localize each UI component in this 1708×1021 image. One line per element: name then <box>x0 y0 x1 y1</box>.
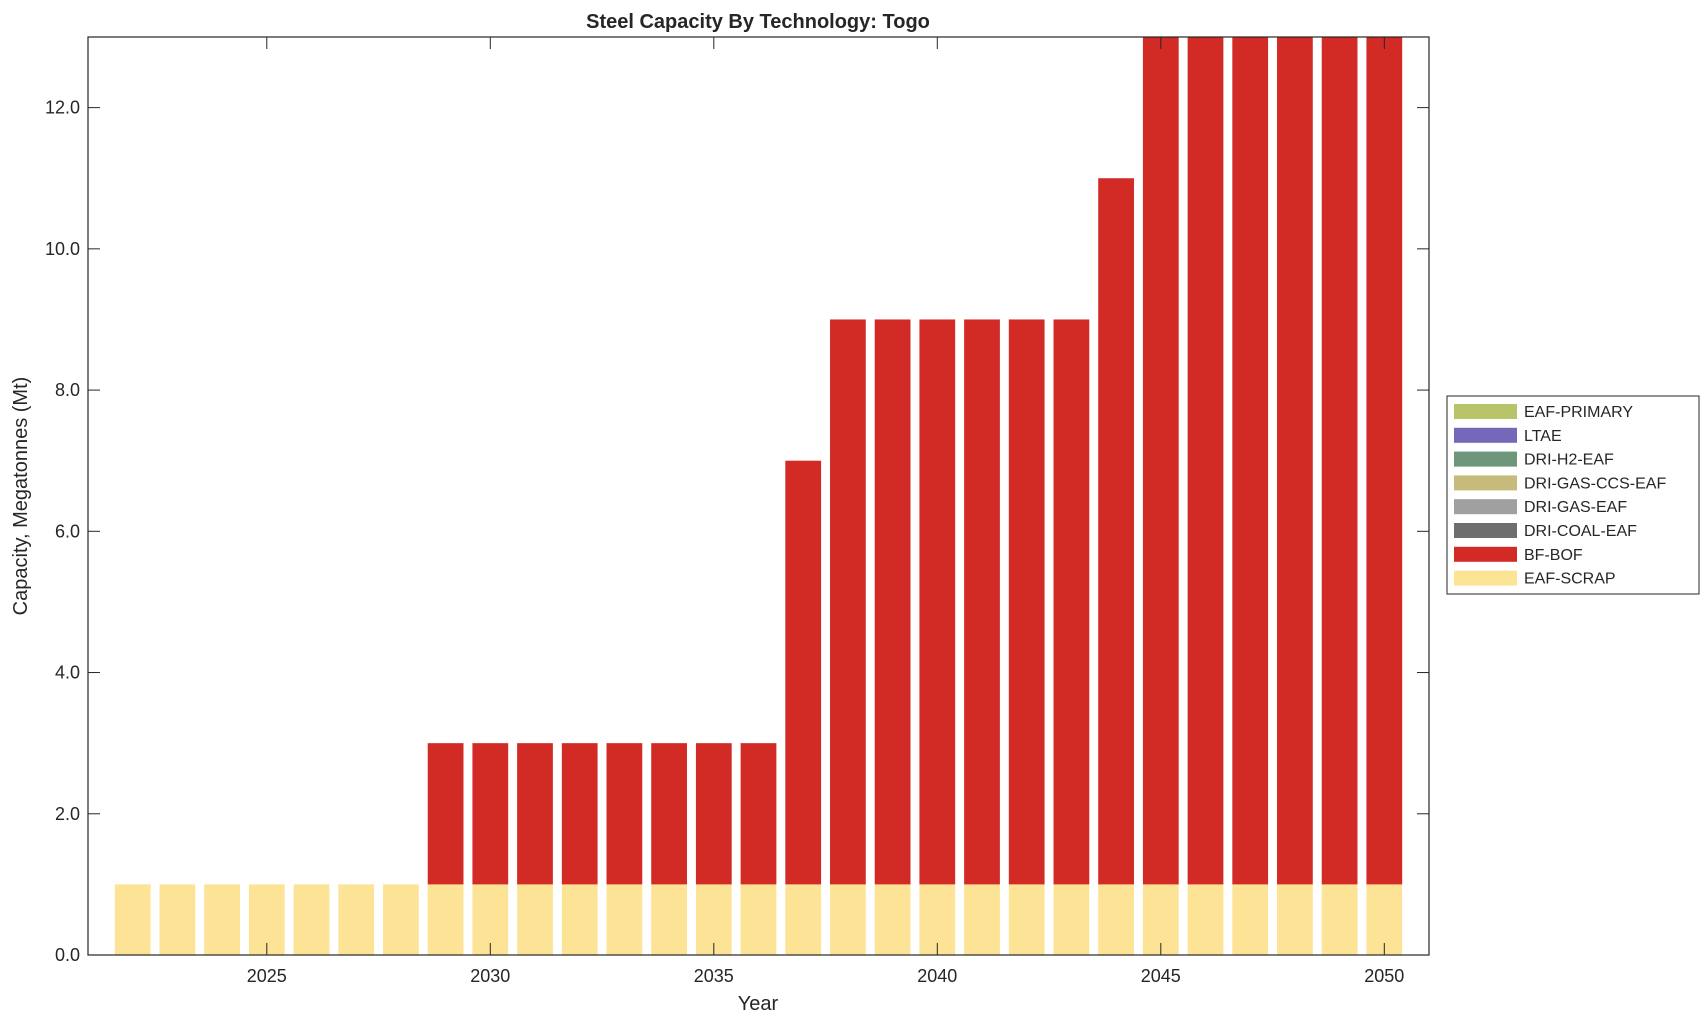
legend-label-dri-gas-ccs-eaf: DRI-GAS-CCS-EAF <box>1524 475 1666 492</box>
bar-bf-bof-2048 <box>1277 37 1313 885</box>
x-tick-label: 2045 <box>1141 966 1181 986</box>
y-tick-label: 12.0 <box>45 98 80 118</box>
bar-eaf-scrap-2029 <box>427 884 464 955</box>
legend-swatch-dri-gas-eaf <box>1454 499 1517 515</box>
bar-bf-bof-2042 <box>1008 319 1045 885</box>
bar-eaf-scrap-2039 <box>874 884 911 955</box>
y-tick-label: 8.0 <box>55 380 80 400</box>
x-tick-label: 2030 <box>470 966 510 986</box>
y-tick-label: 10.0 <box>45 239 80 259</box>
legend-label-eaf-primary: EAF-PRIMARY <box>1524 404 1633 421</box>
bar-bf-bof-2030 <box>472 743 509 885</box>
y-tick-label: 0.0 <box>55 945 80 965</box>
bar-bf-bof-2029 <box>427 743 464 885</box>
bar-bf-bof-2034 <box>651 743 687 885</box>
y-axis-label: Capacity, Megatonnes (Mt) <box>10 377 32 616</box>
bar-eaf-scrap-2049 <box>1321 884 1358 955</box>
legend-label-bf-bof: BF-BOF <box>1524 547 1583 564</box>
bar-bf-bof-2037 <box>785 460 822 885</box>
legend-label-dri-gas-eaf: DRI-GAS-EAF <box>1524 499 1627 516</box>
legend-swatch-eaf-scrap <box>1454 570 1517 586</box>
y-tick-label: 2.0 <box>55 804 80 824</box>
bars-group <box>114 37 1403 955</box>
bar-eaf-scrap-2046 <box>1187 884 1224 955</box>
bar-eaf-scrap-2033 <box>606 884 643 955</box>
legend-swatch-bf-bof <box>1454 546 1517 562</box>
bar-bf-bof-2046 <box>1187 37 1224 885</box>
bar-bf-bof-2032 <box>561 743 598 885</box>
bar-eaf-scrap-2043 <box>1053 884 1090 955</box>
bar-eaf-scrap-2024 <box>204 884 240 955</box>
bar-eaf-scrap-2026 <box>293 884 330 955</box>
legend: EAF-PRIMARY LTAE DRI-H2-EAF DRI-GAS-CCS-EAF… <box>1446 395 1700 595</box>
legend-swatch-eaf-primary <box>1454 404 1517 419</box>
bar-eaf-scrap-2034 <box>651 884 687 955</box>
bar-bf-bof-2039 <box>874 319 911 885</box>
legend-label-eaf-scrap: EAF-SCRAP <box>1524 571 1616 588</box>
bar-bf-bof-2036 <box>740 743 777 885</box>
x-tick-label: 2050 <box>1364 966 1404 986</box>
bar-eaf-scrap-2031 <box>517 884 553 955</box>
legend-label-dri-coal-eaf: DRI-COAL-EAF <box>1524 523 1637 540</box>
bar-bf-bof-2041 <box>964 319 1000 885</box>
bar-eaf-scrap-2048 <box>1277 884 1313 955</box>
bar-eaf-scrap-2022 <box>114 884 151 955</box>
bar-eaf-scrap-2041 <box>964 884 1000 955</box>
y-tick-label: 4.0 <box>55 663 80 683</box>
bar-bf-bof-2040 <box>919 319 956 885</box>
bar-eaf-scrap-2036 <box>740 884 777 955</box>
legend-label-ltae: LTAE <box>1524 428 1562 445</box>
bar-eaf-scrap-2027 <box>338 884 375 955</box>
legend-box <box>1446 395 1700 595</box>
legend-swatch-dri-coal-eaf <box>1454 523 1517 538</box>
ticks-group: 2025 2030 2035 2040 2045 2050 0.0 2.0 4.0 6.0 8.0 1… <box>45 37 1429 986</box>
bar-eaf-scrap-2032 <box>561 884 598 955</box>
bar-bf-bof-2045 <box>1142 37 1179 885</box>
legend-label-dri-h2-eaf: DRI-H2-EAF <box>1524 452 1614 469</box>
bar-eaf-scrap-2042 <box>1008 884 1045 955</box>
bar-bf-bof-2033 <box>606 743 643 885</box>
axes-box <box>87 36 1430 956</box>
bar-bf-bof-2031 <box>517 743 553 885</box>
bar-bf-bof-2049 <box>1321 37 1358 885</box>
x-axis-label: Year <box>738 993 779 1015</box>
bar-bf-bof-2035 <box>695 743 732 885</box>
bar-eaf-scrap-2044 <box>1098 884 1134 955</box>
bar-eaf-scrap-2038 <box>830 884 866 955</box>
bar-bf-bof-2038 <box>830 319 866 885</box>
bar-bf-bof-2043 <box>1053 319 1090 885</box>
legend-swatch-dri-gas-ccs-eaf <box>1454 475 1517 491</box>
y-tick-label: 6.0 <box>55 521 80 541</box>
bar-bf-bof-2050 <box>1366 37 1403 885</box>
bar-bf-bof-2044 <box>1098 178 1134 885</box>
chart-title: Steel Capacity By Technology: Togo <box>586 11 930 33</box>
bar-eaf-scrap-2037 <box>785 884 822 955</box>
bar-bf-bof-2047 <box>1232 37 1269 885</box>
x-tick-label: 2035 <box>694 966 734 986</box>
x-tick-label: 2040 <box>917 966 957 986</box>
legend-swatch-dri-h2-eaf <box>1454 451 1517 467</box>
x-tick-label: 2025 <box>247 966 287 986</box>
bar-eaf-scrap-2047 <box>1232 884 1269 955</box>
bar-eaf-scrap-2023 <box>159 884 196 955</box>
legend-swatch-ltae <box>1454 427 1517 443</box>
bar-eaf-scrap-2028 <box>383 884 419 955</box>
